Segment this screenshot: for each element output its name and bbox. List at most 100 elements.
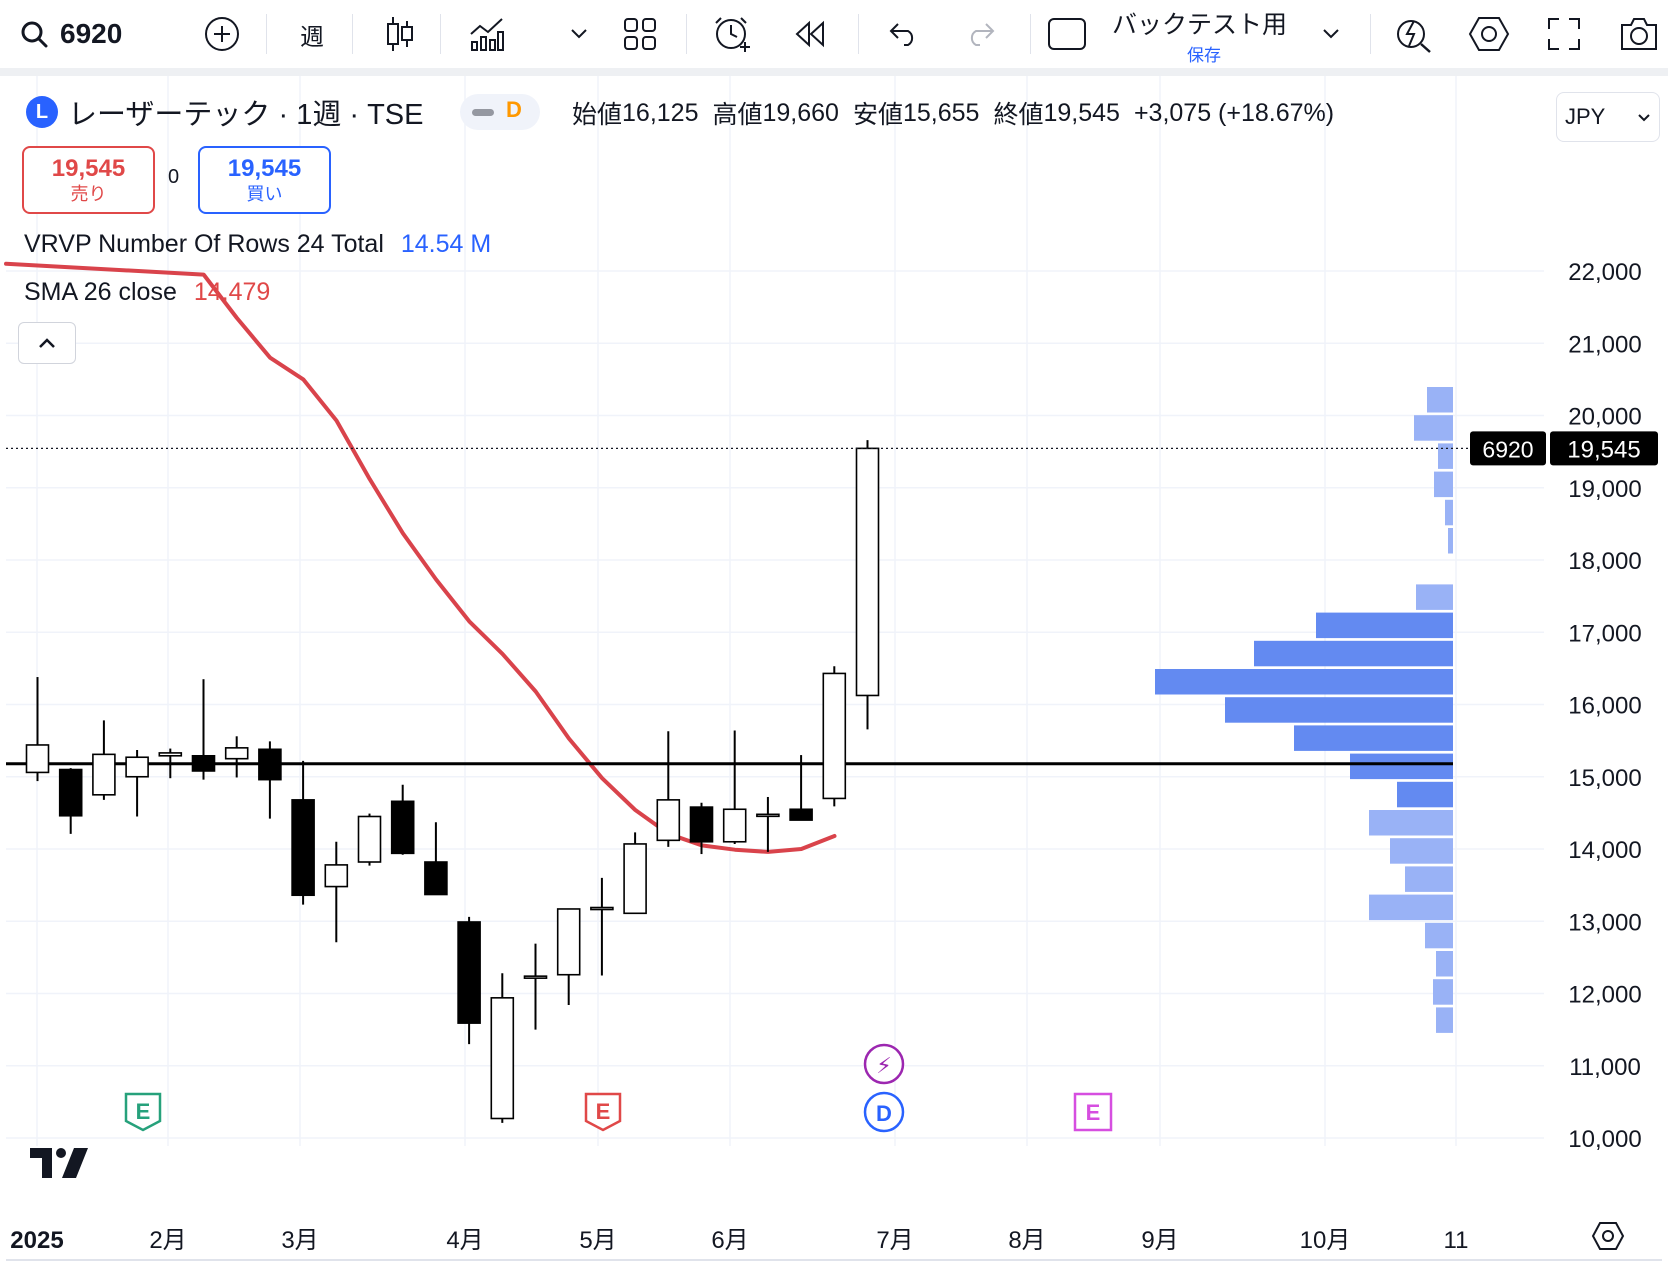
y-axis-label: 15,000: [1568, 765, 1641, 792]
volume-profile-bar: [1390, 838, 1453, 864]
chevron-down-icon: [1638, 114, 1650, 122]
candle-body: [689, 806, 714, 843]
currency-selector[interactable]: JPY: [1556, 92, 1660, 142]
candle-body: [623, 843, 647, 915]
replay-icon[interactable]: [790, 0, 830, 68]
dividend-marker[interactable]: D: [863, 1091, 905, 1133]
y-axis-label: 18,000: [1568, 548, 1641, 575]
x-axis-label: 2025: [10, 1227, 63, 1254]
last-price-symbol-tag: [1470, 431, 1546, 466]
x-axis-label: 5月: [579, 1227, 616, 1254]
last-price-value: 19,545: [1567, 436, 1640, 463]
candle-body: [390, 800, 415, 855]
low-value: 15,655: [902, 98, 980, 127]
alert-icon[interactable]: [710, 0, 756, 68]
candles-icon[interactable]: [378, 0, 422, 68]
change-value: +3,075 (+18.67%): [1133, 98, 1335, 127]
volume-profile-bar: [1155, 669, 1453, 695]
y-axis-label: 21,000: [1568, 331, 1641, 358]
fullscreen-icon[interactable]: [1544, 0, 1584, 68]
candle-body: [424, 861, 448, 896]
volume-profile-bar: [1294, 725, 1453, 751]
settings-icon[interactable]: [1466, 0, 1512, 68]
low-label: 安値: [852, 101, 903, 129]
x-axis-label: 11: [1444, 1227, 1469, 1254]
indicators-icon[interactable]: [464, 0, 510, 68]
symbol-logo: L: [26, 96, 58, 128]
x-axis-label: 8月: [1008, 1227, 1045, 1254]
svg-text:E: E: [136, 1099, 151, 1124]
collapse-legend-button[interactable]: [18, 322, 76, 364]
high-value: 19,660: [762, 98, 839, 127]
volume-profile-bar: [1427, 387, 1453, 413]
x-axis-label: 6月: [711, 1227, 748, 1254]
sma-label: SMA 26 close: [24, 278, 177, 306]
volume-profile-bar: [1414, 415, 1453, 441]
candle-body: [125, 756, 149, 778]
y-axis-label: 11,000: [1569, 1054, 1641, 1081]
candle-body: [357, 815, 382, 863]
symbol-title[interactable]: レーザーテック · 1週 · TSE: [68, 99, 424, 131]
high-label: 高値: [712, 101, 763, 129]
last-price-symbol: 6920: [1482, 436, 1533, 462]
candle-body: [590, 906, 614, 911]
buy-price: 19,545: [227, 155, 302, 182]
vrvp-legend[interactable]: VRVP Number Of Rows 24 Total 14.54 M: [24, 230, 491, 259]
y-axis-label: 13,000: [1568, 909, 1641, 936]
volume-profile-bar: [1436, 951, 1453, 977]
price-chart[interactable]: 22,000 21,000 20,000 19,000 18,000 17,000 16,0…: [0, 76, 1668, 1272]
symbol-search-text[interactable]: 6920: [60, 18, 123, 49]
chevron-down-icon[interactable]: [1318, 0, 1344, 68]
candle-body: [656, 799, 681, 842]
candle-body: [324, 864, 349, 888]
chevron-down-icon[interactable]: [566, 0, 592, 68]
future-earnings-marker[interactable]: E: [1073, 1092, 1113, 1132]
symbol-legend: L レーザーテック · 1週 · TSE: [26, 94, 424, 131]
vrvp-value: 14.54 M: [400, 230, 492, 258]
svg-text:E: E: [596, 1099, 611, 1124]
camera-icon[interactable]: [1616, 0, 1662, 68]
x-axis-label: 2月: [149, 1227, 186, 1254]
sell-button[interactable]: 19,545 売り: [22, 146, 155, 214]
quick-search-icon[interactable]: [1392, 0, 1436, 68]
sell-price: 19,545: [51, 155, 126, 182]
search-icon[interactable]: [14, 0, 54, 68]
axis-settings-icon[interactable]: [1591, 1222, 1625, 1250]
volume-profile-bar: [1436, 1007, 1453, 1033]
svg-text:D: D: [876, 1101, 892, 1126]
buy-button[interactable]: 19,545 買い: [198, 146, 331, 214]
data-status-pill[interactable]: D: [460, 94, 540, 130]
square-icon[interactable]: [1046, 0, 1088, 68]
save-label[interactable]: 保存: [1187, 46, 1221, 65]
earnings-marker[interactable]: E: [584, 1092, 622, 1132]
currency-label: JPY: [1565, 104, 1606, 129]
earnings-marker[interactable]: E: [124, 1092, 162, 1132]
open-label: 始値: [572, 101, 623, 129]
y-axis-label: 22,000: [1568, 259, 1641, 286]
vrvp-label: VRVP Number Of Rows 24 Total: [24, 230, 384, 258]
y-axis-label: 14,000: [1568, 837, 1641, 864]
sma-legend[interactable]: SMA 26 close 14,479: [24, 278, 270, 307]
last-price-tag: [1550, 431, 1658, 466]
volume-profile-bar: [1433, 979, 1453, 1005]
x-axis-label: 3月: [281, 1227, 318, 1254]
candle-body: [224, 747, 249, 760]
volume-profile-bar: [1425, 922, 1453, 949]
add-symbol-icon[interactable]: [200, 0, 244, 68]
volume-profile-bar: [1434, 471, 1453, 498]
spread-value: 0: [168, 166, 180, 188]
volume-profile-bar: [1225, 697, 1453, 723]
candle-body: [756, 813, 780, 818]
candle-body: [291, 799, 315, 897]
volume-profile-bar: [1416, 584, 1453, 610]
backtest-label[interactable]: バックテスト用: [1112, 11, 1288, 39]
y-axis-label: 19,000: [1568, 476, 1641, 503]
undo-icon[interactable]: [882, 0, 926, 68]
x-axis-label: 10月: [1300, 1227, 1351, 1254]
y-axis-label: 12,000: [1568, 982, 1641, 1009]
split-marker[interactable]: ⚡: [863, 1043, 905, 1085]
redo-icon[interactable]: [958, 0, 1002, 68]
layout-icon[interactable]: [620, 0, 660, 68]
close-value: 19,545: [1043, 98, 1120, 127]
interval-button[interactable]: 週: [300, 23, 324, 51]
